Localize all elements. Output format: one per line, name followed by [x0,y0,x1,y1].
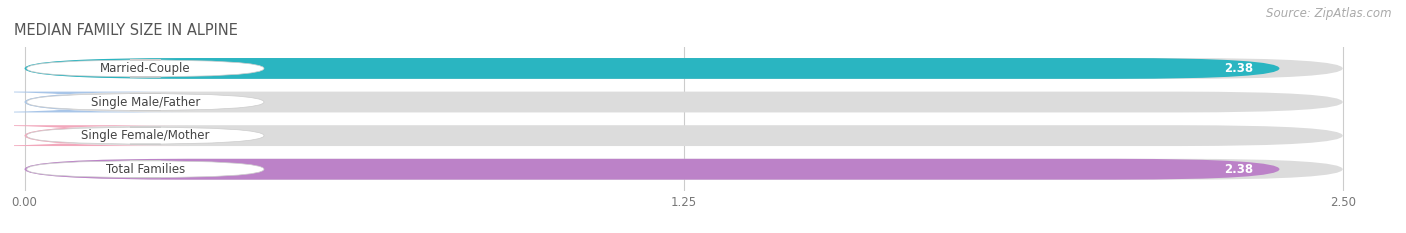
FancyBboxPatch shape [25,159,1343,180]
FancyBboxPatch shape [25,125,1343,146]
FancyBboxPatch shape [25,159,1279,180]
Text: 0.00: 0.00 [110,96,135,109]
Text: Single Male/Father: Single Male/Father [90,96,200,109]
Text: Married-Couple: Married-Couple [100,62,191,75]
Text: Source: ZipAtlas.com: Source: ZipAtlas.com [1267,7,1392,20]
FancyBboxPatch shape [27,161,264,178]
Text: 2.38: 2.38 [1225,163,1253,176]
Text: MEDIAN FAMILY SIZE IN ALPINE: MEDIAN FAMILY SIZE IN ALPINE [14,24,238,38]
Text: Single Female/Mother: Single Female/Mother [82,129,209,142]
Text: 2.38: 2.38 [1225,62,1253,75]
FancyBboxPatch shape [25,58,1279,79]
Text: Total Families: Total Families [105,163,186,176]
FancyBboxPatch shape [27,60,264,77]
FancyBboxPatch shape [25,92,1343,113]
Text: 0.00: 0.00 [110,129,135,142]
FancyBboxPatch shape [0,92,188,113]
FancyBboxPatch shape [25,58,1343,79]
FancyBboxPatch shape [0,125,188,146]
FancyBboxPatch shape [27,93,264,111]
FancyBboxPatch shape [27,127,264,144]
